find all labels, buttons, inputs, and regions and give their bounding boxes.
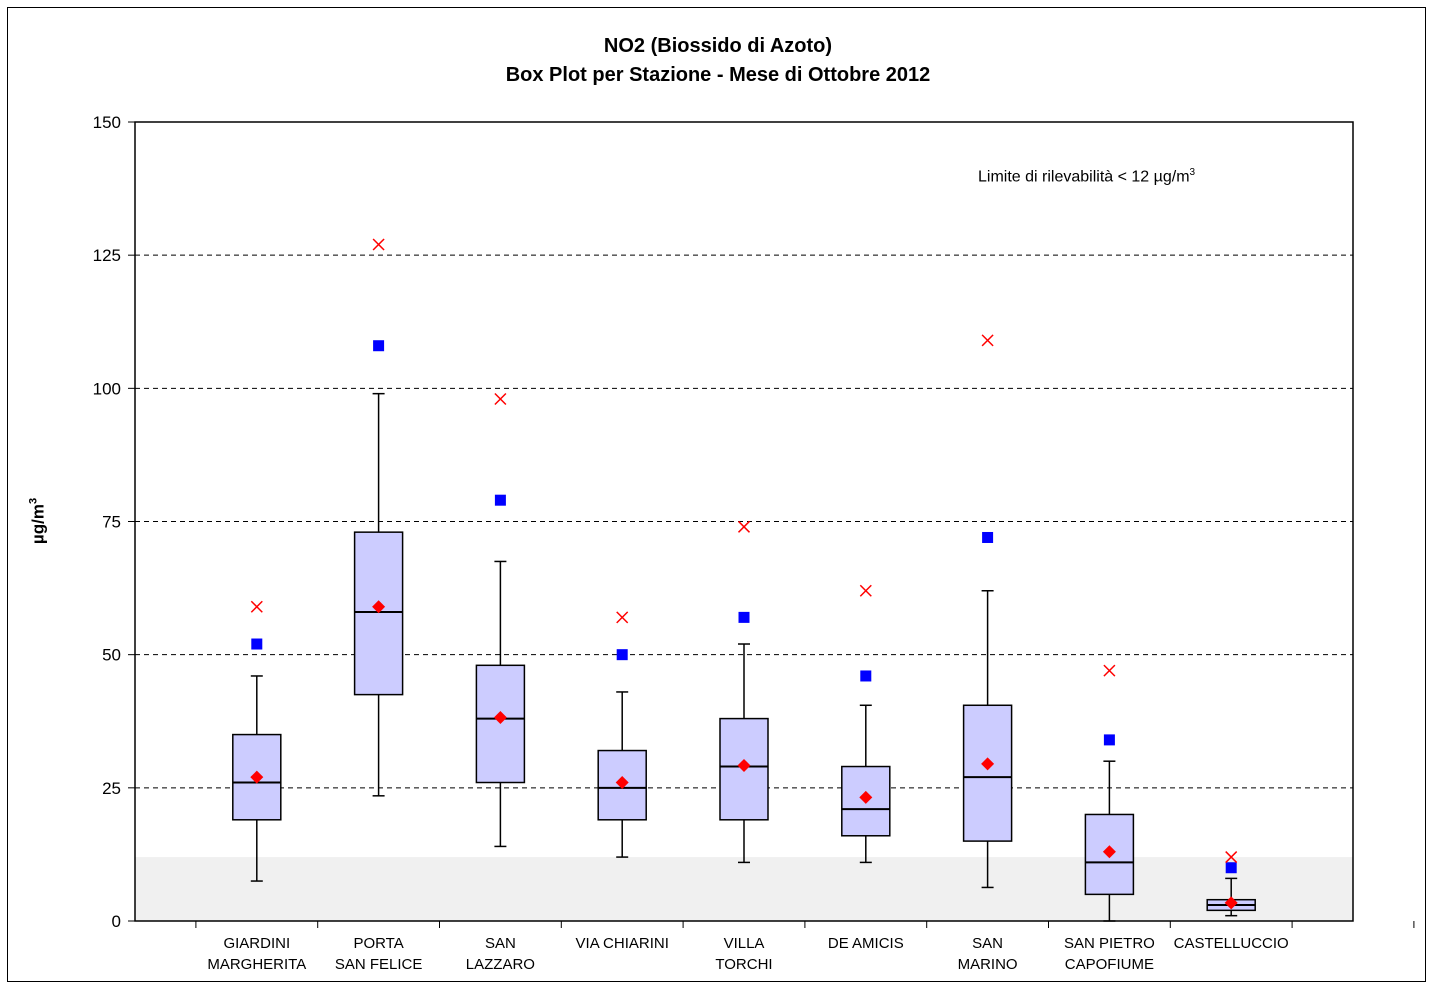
chart-frame [7, 7, 1426, 982]
chart-subtitle: Box Plot per Stazione - Mese di Ottobre … [505, 64, 931, 86]
detection-limit-text: Limite di rilevabilità < 12 µg/m [978, 168, 1190, 186]
y-axis-label-superscript: 3 [27, 497, 40, 505]
y-axis-label-text: µg/m [28, 504, 48, 545]
chart-title-block: NO2 (Biossido di Azoto) Box Plot per Sta… [0, 32, 1436, 90]
chart-title: NO2 (Biossido di Azoto) [603, 35, 833, 57]
detection-limit-superscript: 3 [1189, 167, 1196, 178]
y-axis-label: µg/m3 [28, 498, 49, 544]
detection-limit-annotation: Limite di rilevabilità < 12 µg/m3 [978, 167, 1195, 186]
